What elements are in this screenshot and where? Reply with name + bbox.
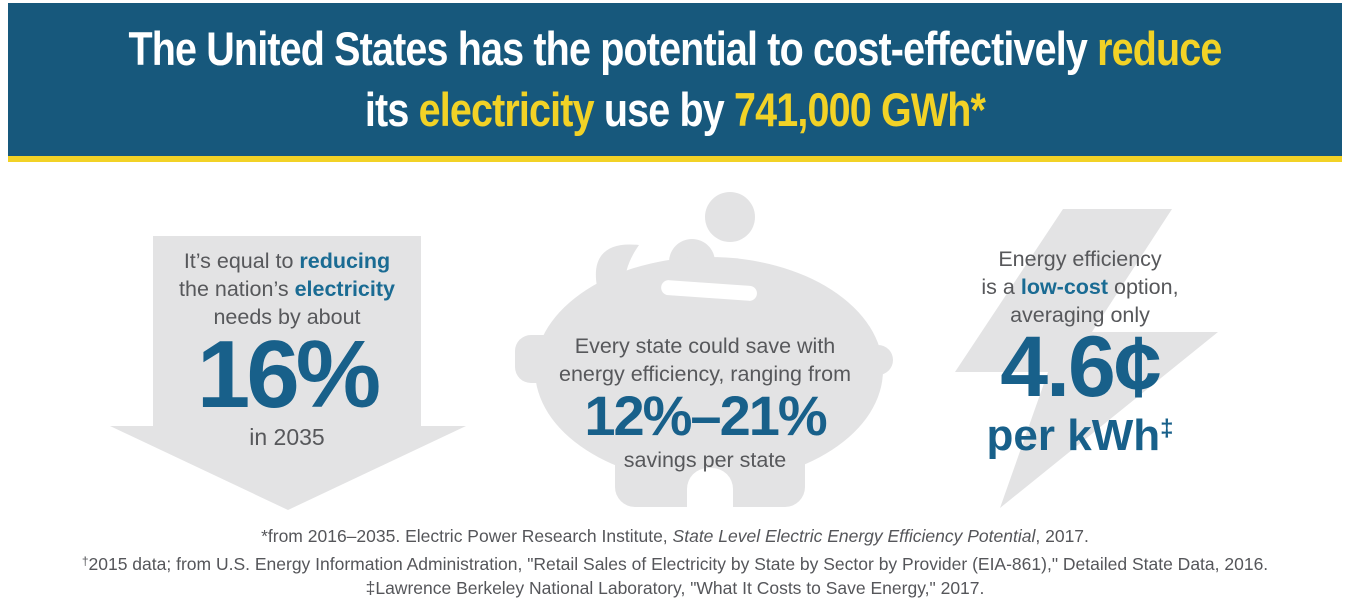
cost-unit: per kWh‡: [930, 405, 1230, 460]
headline-line2-seg2: use by: [593, 83, 735, 136]
headline-line2-accent2: 741,000 GWh*: [734, 83, 986, 136]
savings-line2: energy efficiency, ranging from: [559, 362, 851, 386]
cost-line1: Energy efficiency: [998, 247, 1162, 271]
headline-line2-accent1: electricity: [418, 83, 595, 136]
headline-line1-accent: reduce: [1097, 22, 1222, 75]
savings-line1: Every state could save with: [574, 334, 836, 358]
reduction-line3: needs by about: [213, 305, 361, 329]
savings-caption: savings per state: [623, 448, 787, 472]
cost-line2-text: is a: [981, 275, 1021, 299]
cost-intro: Energy efficiency is a low-cost option, …: [930, 245, 1230, 329]
stat-block-cost: Energy efficiency is a low-cost option, …: [930, 245, 1230, 460]
headline-line2-seg1: its: [364, 83, 419, 136]
savings-value: 12%–21%: [584, 384, 827, 447]
down-arrow-icon: [110, 236, 466, 510]
cost-line3: averaging only: [1010, 303, 1150, 327]
footnote-1: *from 2016–2035. Electric Power Research…: [0, 524, 1350, 549]
savings-intro: Every state could save with energy effic…: [525, 332, 885, 388]
cost-line2-after: option,: [1108, 275, 1179, 299]
reduction-line1-text: It’s equal to: [183, 249, 300, 273]
footnote-3: ‡Lawrence Berkeley National Laboratory, …: [0, 576, 1350, 601]
reduction-intro: It’s equal to reducing the nation’s elec…: [137, 247, 437, 331]
cost-unit-marker: ‡: [1160, 415, 1174, 442]
piggy-bank-icon: [515, 185, 895, 512]
footnote-1-text: *from 2016–2035. Electric Power Research…: [261, 526, 673, 546]
stat-block-reduction: It’s equal to reducing the nation’s elec…: [137, 247, 437, 451]
reduction-line2-text: the nation’s: [179, 277, 295, 301]
footnote-1-title: State Level Electric Energy Efficiency P…: [672, 526, 1036, 546]
cost-unit-text: per kWh: [986, 411, 1161, 460]
reduction-caption: in 2035: [249, 424, 325, 450]
reduction-line2-bold: electricity: [294, 277, 395, 301]
footnote-2-text: 2015 data; from U.S. Energy Information …: [88, 553, 1269, 574]
footnotes: *from 2016–2035. Electric Power Research…: [0, 524, 1350, 601]
headline-line-1: The United States has the potential to c…: [115, 18, 1236, 79]
footnote-2: †2015 data; from U.S. Energy Information…: [0, 549, 1350, 577]
footnote-3-text: ‡Lawrence Berkeley National Laboratory, …: [365, 578, 985, 598]
cost-value: 4.6¢: [1000, 319, 1161, 415]
cost-line2-bold: low-cost: [1020, 275, 1109, 299]
footnote-2-marker: †: [81, 553, 89, 568]
footnote-1-year: , 2017.: [1035, 526, 1089, 546]
lightning-bolt-icon: [940, 195, 1230, 515]
reduction-line1-bold: reducing: [299, 249, 391, 273]
headline-line-2: its electricity use by 741,000 GWh*: [115, 79, 1236, 140]
reduction-value: 16%: [196, 321, 381, 428]
headline-line1-text: The United States has the potential to c…: [128, 22, 1098, 75]
header-banner: The United States has the potential to c…: [8, 3, 1342, 162]
stat-block-savings: Every state could save with energy effic…: [525, 332, 885, 474]
